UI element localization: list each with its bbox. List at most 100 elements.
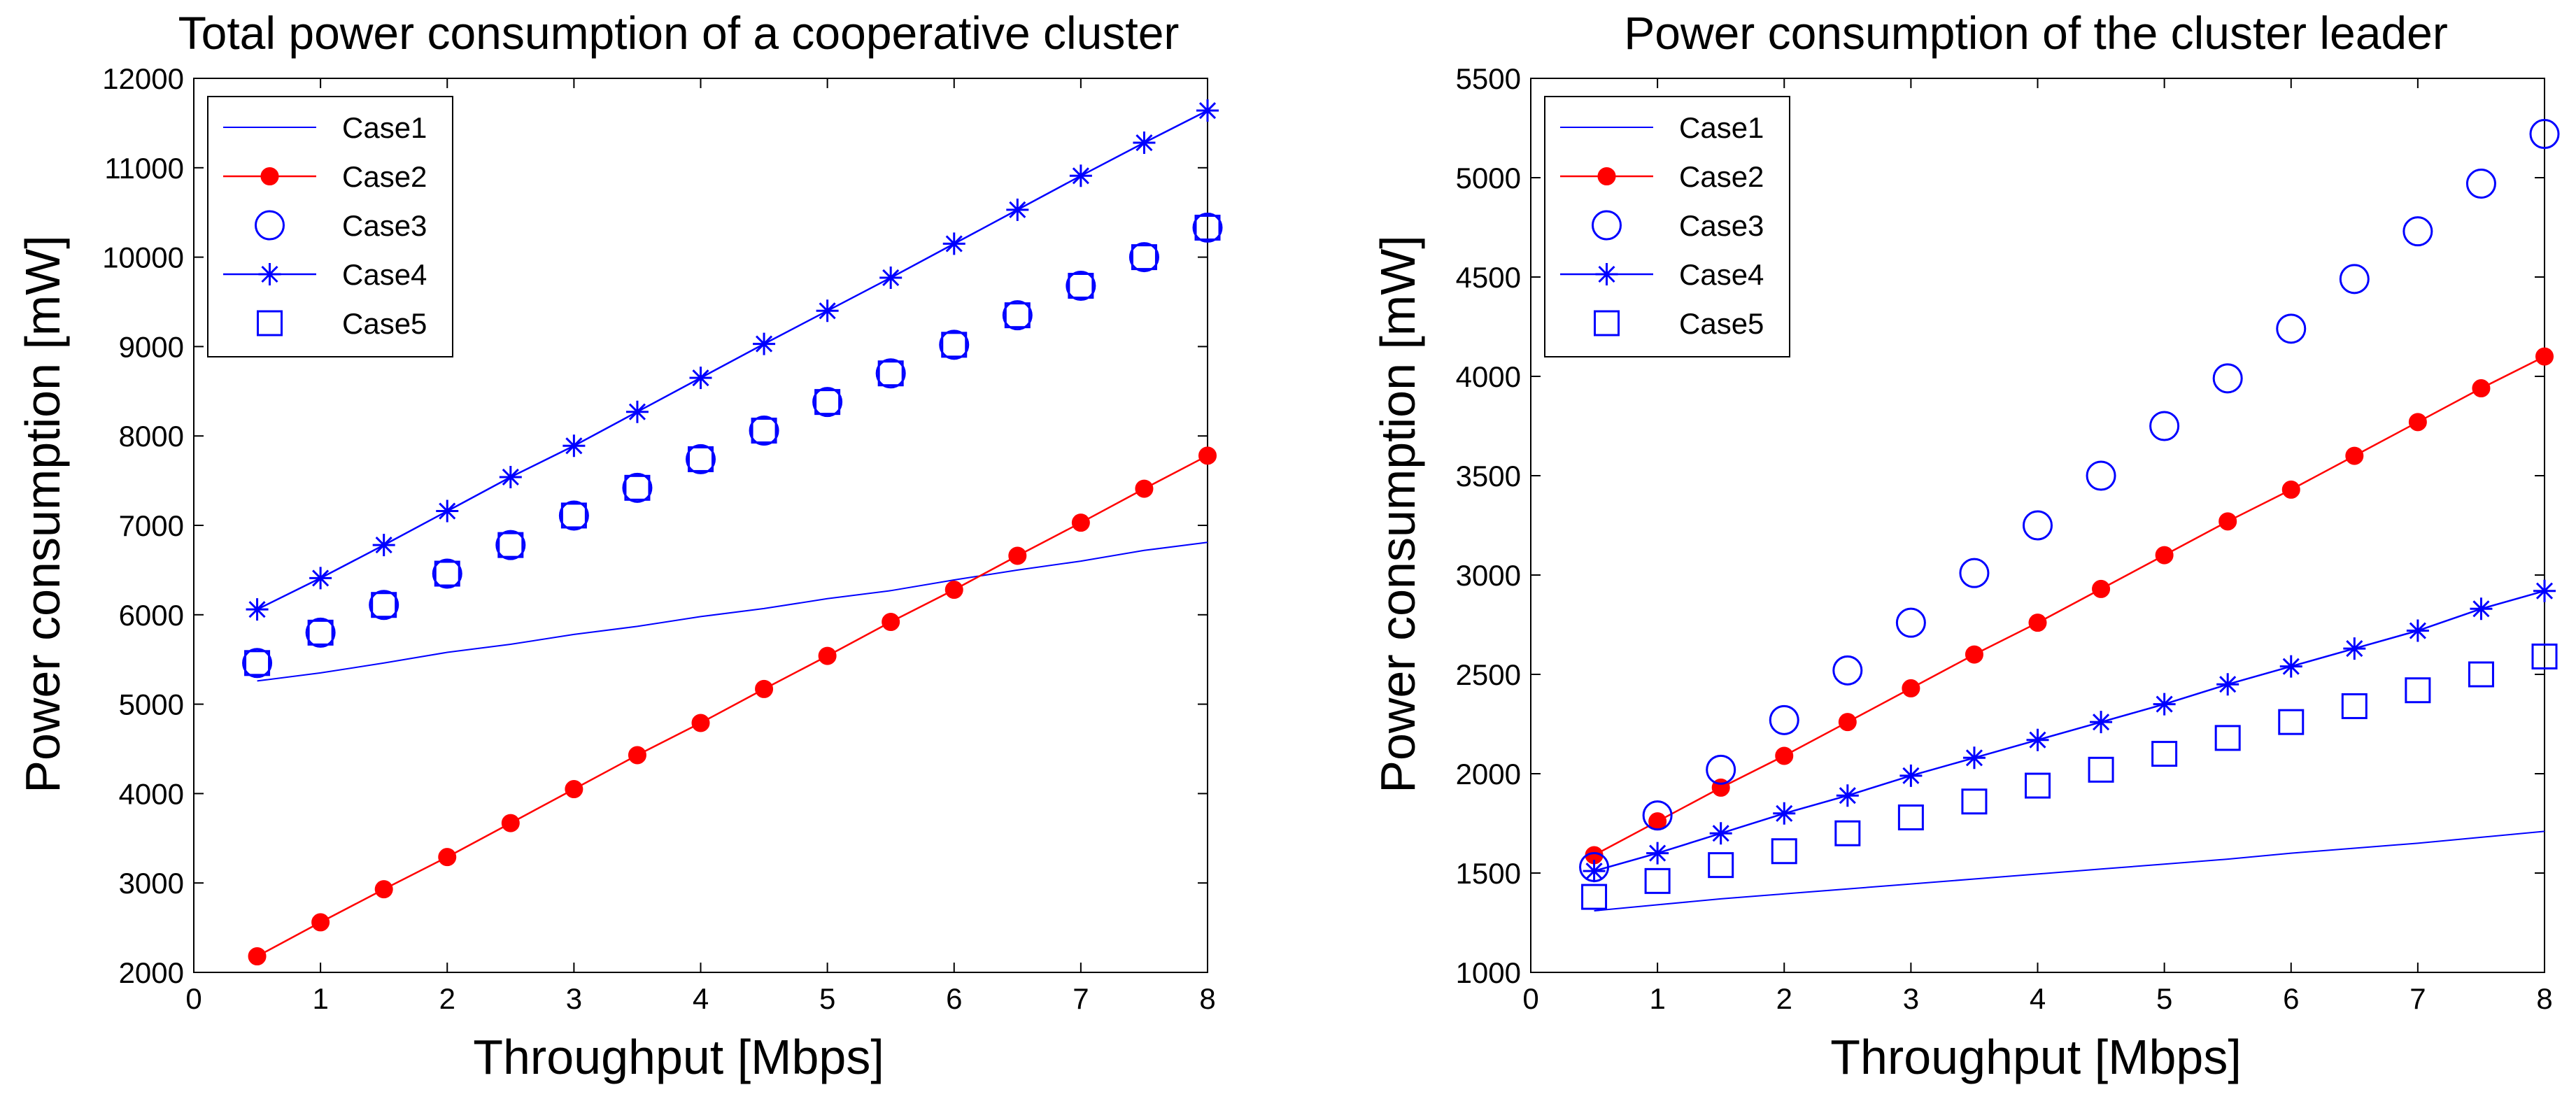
y-tick-label: 2000 bbox=[1456, 758, 1521, 790]
data-point bbox=[1644, 867, 1671, 894]
legend-marker bbox=[260, 167, 279, 185]
data-point bbox=[2155, 546, 2174, 565]
x-tick-label: 2 bbox=[439, 982, 455, 1015]
y-tick-label: 5500 bbox=[1456, 62, 1521, 95]
data-point bbox=[875, 358, 906, 389]
data-point bbox=[2214, 725, 2241, 751]
data-point bbox=[2281, 480, 2300, 499]
x-tick-label: 2 bbox=[1776, 982, 1792, 1015]
data-point bbox=[1196, 99, 1219, 122]
x-tick-label: 4 bbox=[693, 982, 709, 1015]
data-point bbox=[622, 472, 653, 503]
legend-marker bbox=[1594, 310, 1620, 336]
y-tick-label: 2500 bbox=[1456, 658, 1521, 691]
data-point bbox=[1066, 270, 1096, 301]
data-point bbox=[2026, 728, 2049, 751]
data-point bbox=[2153, 693, 2176, 716]
data-point bbox=[2533, 579, 2556, 602]
data-point bbox=[1133, 132, 1156, 155]
data-point bbox=[558, 500, 589, 531]
data-point bbox=[248, 946, 267, 965]
legend: Case1 Case2 Case3 Case4 Case5 bbox=[1544, 96, 1790, 357]
data-point bbox=[565, 780, 583, 799]
data-point bbox=[2339, 264, 2370, 295]
y-tick-label: 10000 bbox=[102, 241, 184, 274]
y-axis-label: Power consumption [mW] bbox=[1371, 235, 1425, 793]
legend-label: Case5 bbox=[342, 307, 427, 340]
data-point bbox=[1708, 852, 1734, 879]
data-point bbox=[2151, 741, 2178, 767]
data-point bbox=[432, 558, 462, 589]
legend-label: Case5 bbox=[1679, 307, 1764, 340]
legend-label: Case2 bbox=[342, 160, 427, 193]
data-point bbox=[1069, 164, 1092, 187]
data-point bbox=[1068, 272, 1094, 299]
y-tick-label: 1000 bbox=[1456, 956, 1521, 989]
data-point bbox=[812, 387, 843, 418]
legend-label: Case3 bbox=[342, 209, 427, 242]
x-tick-label: 4 bbox=[2030, 982, 2046, 1015]
legend-box bbox=[207, 96, 453, 357]
data-point bbox=[495, 530, 526, 560]
y-tick-label: 8000 bbox=[119, 420, 184, 453]
data-point bbox=[1709, 822, 1732, 845]
series-line bbox=[1594, 355, 2545, 856]
data-point bbox=[939, 329, 970, 360]
data-point bbox=[246, 598, 269, 621]
x-tick-label: 6 bbox=[946, 982, 962, 1015]
data-point bbox=[1961, 788, 1988, 815]
data-point bbox=[944, 581, 963, 600]
data-point bbox=[625, 400, 649, 423]
data-point bbox=[2343, 637, 2366, 660]
y-tick-label: 11000 bbox=[104, 152, 184, 185]
data-point bbox=[2535, 347, 2554, 366]
legend-marker bbox=[257, 310, 283, 336]
x-tick-label: 1 bbox=[312, 982, 328, 1015]
data-point bbox=[2468, 661, 2494, 688]
legend-marker bbox=[255, 210, 285, 241]
y-tick-label: 5000 bbox=[1456, 162, 1521, 194]
data-point bbox=[1581, 884, 1608, 910]
data-point bbox=[686, 444, 716, 474]
y-tick-label: 1500 bbox=[1456, 857, 1521, 890]
y-tick-label: 5000 bbox=[119, 688, 184, 721]
legend-marker bbox=[258, 263, 281, 285]
data-point bbox=[2092, 579, 2111, 598]
data-point bbox=[1902, 679, 1920, 697]
x-tick-label: 3 bbox=[1903, 982, 1919, 1015]
legend-label: Case3 bbox=[1679, 209, 1764, 242]
x-tick-label: 5 bbox=[2156, 982, 2172, 1015]
series-case1 bbox=[1594, 830, 2545, 912]
data-point bbox=[1769, 704, 1799, 735]
x-tick-label: 3 bbox=[566, 982, 582, 1015]
legend-label: Case2 bbox=[1679, 160, 1764, 193]
data-point bbox=[2531, 643, 2558, 669]
y-tick-label: 7000 bbox=[119, 509, 184, 542]
legend-label: Case4 bbox=[342, 258, 427, 291]
data-point bbox=[941, 332, 968, 358]
data-point bbox=[2023, 510, 2053, 541]
series-case5 bbox=[244, 214, 1221, 676]
data-point bbox=[689, 367, 712, 390]
series-line bbox=[1594, 590, 2545, 872]
data-point bbox=[1131, 244, 1157, 271]
data-point bbox=[1642, 800, 1673, 831]
series-line bbox=[257, 109, 1208, 611]
data-point bbox=[244, 650, 271, 676]
data-point bbox=[628, 746, 646, 765]
chart-title: Power consumption of the cluster leader bbox=[1624, 7, 2448, 59]
data-point bbox=[818, 646, 837, 665]
data-point bbox=[1773, 802, 1796, 825]
data-point bbox=[1135, 479, 1154, 498]
data-point bbox=[1832, 655, 1863, 686]
data-point bbox=[749, 416, 779, 446]
data-point bbox=[311, 913, 330, 932]
legend-marker bbox=[1597, 167, 1616, 185]
data-point bbox=[2088, 756, 2114, 783]
data-point bbox=[755, 679, 774, 698]
data-point bbox=[2090, 711, 2113, 734]
chart-title: Total power consumption of a cooperative… bbox=[178, 7, 1180, 59]
data-point bbox=[2402, 216, 2433, 247]
legend-label: Case1 bbox=[1679, 111, 1764, 144]
data-point bbox=[560, 502, 587, 529]
